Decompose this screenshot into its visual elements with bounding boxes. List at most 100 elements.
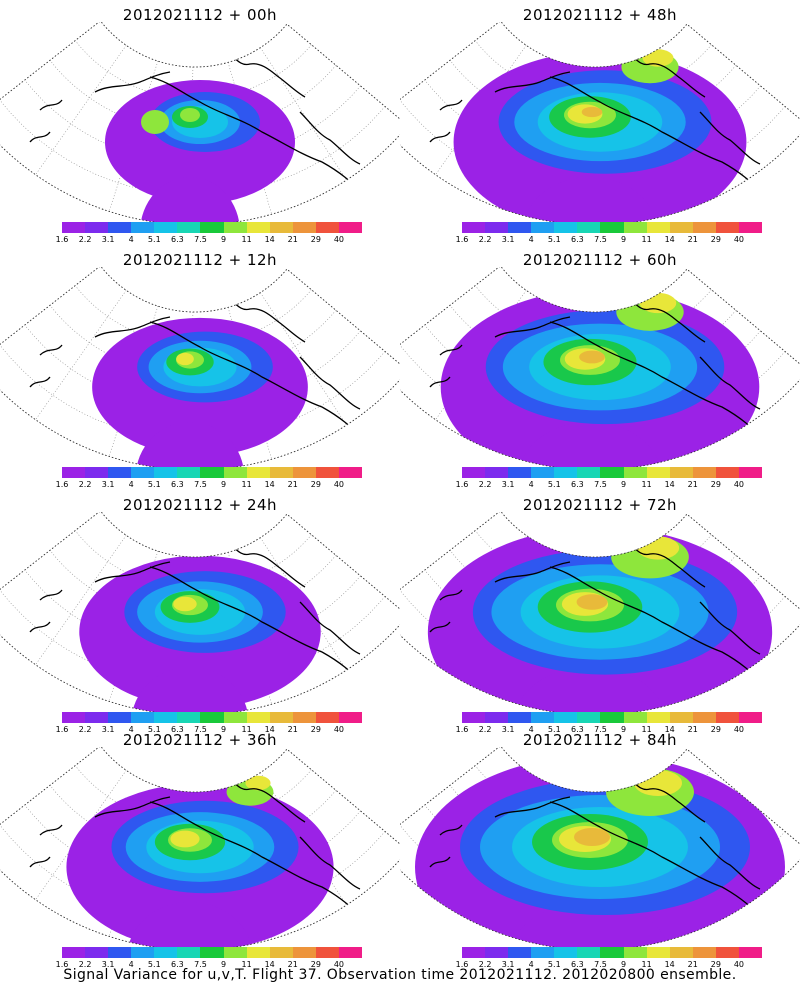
colorbar-label: 14	[664, 235, 675, 244]
colorbar-swatch	[623, 712, 647, 723]
colorbar	[462, 467, 763, 478]
colorbar-swatch	[62, 712, 86, 723]
colorbar-label: 7.5	[194, 725, 207, 734]
colorbar-swatch	[462, 712, 486, 723]
colorbar-swatch	[715, 467, 739, 478]
colorbar-swatch	[200, 467, 224, 478]
colorbar-label: 14	[264, 960, 275, 969]
colorbar-label: 2.2	[478, 725, 492, 734]
colorbar-label: 9	[620, 725, 627, 734]
colorbar-label: 40	[733, 235, 745, 244]
panel-title: 2012021112 + 72h	[522, 496, 678, 514]
signal-variance-map	[400, 512, 800, 712]
colorbar-swatch	[154, 947, 178, 958]
colorbar-swatch	[338, 712, 363, 723]
colorbar-swatch	[200, 947, 224, 958]
colorbar-label: 21	[687, 725, 698, 734]
colorbar-swatch	[338, 947, 363, 958]
colorbar-swatch	[269, 222, 293, 233]
colorbar-label: 40	[733, 480, 745, 489]
colorbar-label: 3.1	[501, 725, 515, 734]
colorbar-label: 2.2	[478, 480, 492, 489]
colorbar-swatch	[508, 947, 532, 958]
colorbar	[462, 712, 763, 723]
colorbar-label: 1.6	[55, 235, 69, 244]
colorbar-label: 29	[310, 480, 321, 489]
colorbar-swatch	[246, 947, 270, 958]
colorbar-label: 40	[333, 960, 345, 969]
colorbar-swatch	[246, 222, 270, 233]
colorbar-label: 9	[220, 725, 227, 734]
signal-variance-map	[0, 22, 400, 222]
colorbar-label: 21	[287, 960, 298, 969]
colorbar-label: 40	[333, 235, 345, 244]
colorbar-label: 3.1	[101, 480, 115, 489]
colorbar-label: 40	[733, 960, 745, 969]
colorbar-label: 9	[220, 480, 227, 489]
colorbar-labels: 1.6 2.2 3.1 4 5.1 6.3 7.5 9 11 14 21 29 40	[450, 960, 780, 970]
colorbar-label: 40	[733, 725, 745, 734]
colorbar-label: 29	[310, 725, 321, 734]
colorbar-swatch	[715, 712, 739, 723]
colorbar-label: 9	[220, 235, 227, 244]
colorbar-swatch	[154, 222, 178, 233]
colorbar-swatch	[600, 222, 624, 233]
colorbar-label: 2.2	[78, 725, 92, 734]
colorbar-swatch	[223, 947, 247, 958]
colorbar-swatch	[692, 222, 716, 233]
colorbar-swatch	[554, 467, 578, 478]
colorbar-label: 14	[664, 480, 675, 489]
colorbar-swatch	[154, 467, 178, 478]
colorbar-label: 5.1	[547, 235, 561, 244]
colorbar-label: 9	[220, 960, 227, 969]
colorbar-label: 1.6	[55, 960, 69, 969]
colorbar-swatch	[292, 222, 316, 233]
colorbar-label: 2.2	[78, 235, 92, 244]
colorbar-label: 4	[128, 960, 134, 969]
colorbar-swatch	[692, 712, 716, 723]
colorbar-labels: 1.6 2.2 3.1 4 5.1 6.3 7.5 9 11 14 21 29 40	[450, 725, 780, 735]
colorbar-swatch	[108, 947, 132, 958]
colorbar-label: 14	[264, 725, 275, 734]
colorbar-label: 7.5	[594, 480, 607, 489]
colorbar-labels: 1.6 2.2 3.1 4 5.1 6.3 7.5 9 11 14 21 29 40	[450, 480, 780, 490]
colorbar-label: 2.2	[78, 480, 92, 489]
colorbar-swatch	[292, 712, 316, 723]
colorbar-swatch	[315, 467, 339, 478]
colorbar-swatch	[177, 467, 201, 478]
colorbar-swatch	[338, 467, 363, 478]
colorbar-label: 11	[241, 725, 252, 734]
colorbar-swatch	[646, 467, 670, 478]
colorbar-swatch	[269, 467, 293, 478]
colorbar	[62, 947, 363, 958]
colorbar-label: 4	[128, 480, 134, 489]
colorbar-label: 29	[310, 960, 321, 969]
colorbar-label: 11	[241, 480, 252, 489]
colorbar-swatch	[554, 222, 578, 233]
colorbar-labels: 1.6 2.2 3.1 4 5.1 6.3 7.5 9 11 14 21 29 40	[50, 235, 380, 245]
colorbar-labels: 1.6 2.2 3.1 4 5.1 6.3 7.5 9 11 14 21 29 40	[50, 725, 380, 735]
colorbar-label: 21	[287, 725, 298, 734]
colorbar-label: 3.1	[501, 960, 515, 969]
colorbar-label: 4	[528, 960, 534, 969]
colorbar-label: 9	[620, 235, 627, 244]
colorbar-swatch	[508, 467, 532, 478]
colorbar-swatch	[531, 947, 555, 958]
colorbar-labels: 1.6 2.2 3.1 4 5.1 6.3 7.5 9 11 14 21 29 40	[50, 960, 380, 970]
colorbar-swatch	[338, 222, 363, 233]
colorbar-label: 29	[710, 960, 721, 969]
colorbar-label: 3.1	[101, 960, 115, 969]
colorbar-label: 1.6	[55, 725, 69, 734]
colorbar-label: 2.2	[478, 960, 492, 969]
colorbar-label: 7.5	[194, 235, 207, 244]
colorbar-swatch	[669, 222, 693, 233]
colorbar-label: 9	[620, 480, 627, 489]
colorbar-swatch	[200, 222, 224, 233]
colorbar-label: 6.3	[571, 960, 584, 969]
colorbar-swatch	[62, 467, 86, 478]
panel-title: 2012021112 + 24h	[122, 496, 278, 514]
colorbar-swatch	[738, 222, 763, 233]
colorbar-swatch	[600, 947, 624, 958]
colorbar-label: 5.1	[147, 235, 161, 244]
colorbar-swatch	[131, 222, 155, 233]
